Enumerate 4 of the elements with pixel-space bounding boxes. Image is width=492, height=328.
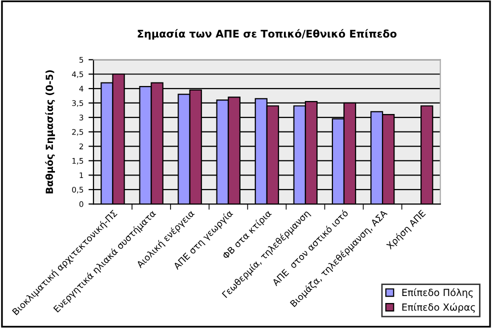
legend-label: Επίπεδο Πόλης [402,288,473,298]
chart-title: Σημασία των ΑΠΕ σε Τοπικό/Εθνικό Επίπεδο [138,29,397,40]
y-axis-title: Βαθμός Σημασίας (0-5) [45,70,55,194]
legend-label: Επίπεδο Χώρας [402,302,475,313]
